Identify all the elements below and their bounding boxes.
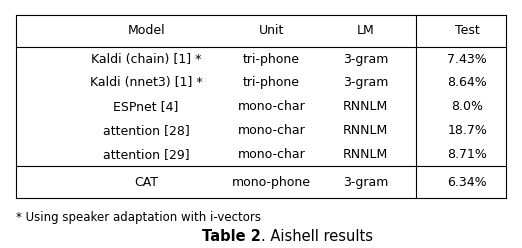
Text: Model: Model	[127, 25, 165, 37]
Text: 6.34%: 6.34%	[447, 176, 487, 189]
Text: RNNLM: RNNLM	[343, 148, 388, 161]
Text: tri-phone: tri-phone	[243, 76, 300, 89]
Text: 3-gram: 3-gram	[343, 176, 388, 189]
Text: mono-char: mono-char	[238, 124, 305, 137]
Text: ESPnet [4]: ESPnet [4]	[113, 100, 179, 113]
Text: Kaldi (nnet3) [1] *: Kaldi (nnet3) [1] *	[90, 76, 203, 89]
Text: Unit: Unit	[259, 25, 284, 37]
Text: Kaldi (chain) [1] *: Kaldi (chain) [1] *	[91, 53, 201, 65]
Text: Test: Test	[455, 25, 480, 37]
Text: 8.64%: 8.64%	[447, 76, 487, 89]
Text: mono-char: mono-char	[238, 100, 305, 113]
Text: CAT: CAT	[134, 176, 158, 189]
Text: . Aishell results: . Aishell results	[261, 229, 373, 244]
Text: RNNLM: RNNLM	[343, 124, 388, 137]
Text: 3-gram: 3-gram	[343, 53, 388, 65]
Text: Table 2: Table 2	[202, 229, 261, 244]
Text: mono-char: mono-char	[238, 148, 305, 161]
Text: 8.0%: 8.0%	[451, 100, 483, 113]
Text: 8.71%: 8.71%	[447, 148, 487, 161]
Text: mono-phone: mono-phone	[232, 176, 311, 189]
Text: RNNLM: RNNLM	[343, 100, 388, 113]
Text: 7.43%: 7.43%	[447, 53, 487, 65]
Text: LM: LM	[357, 25, 374, 37]
Text: tri-phone: tri-phone	[243, 53, 300, 65]
Text: 18.7%: 18.7%	[447, 124, 487, 137]
Text: 3-gram: 3-gram	[343, 76, 388, 89]
Text: attention [28]: attention [28]	[103, 124, 189, 137]
Text: attention [29]: attention [29]	[103, 148, 189, 161]
Text: * Using speaker adaptation with i-vectors: * Using speaker adaptation with i-vector…	[16, 211, 260, 223]
